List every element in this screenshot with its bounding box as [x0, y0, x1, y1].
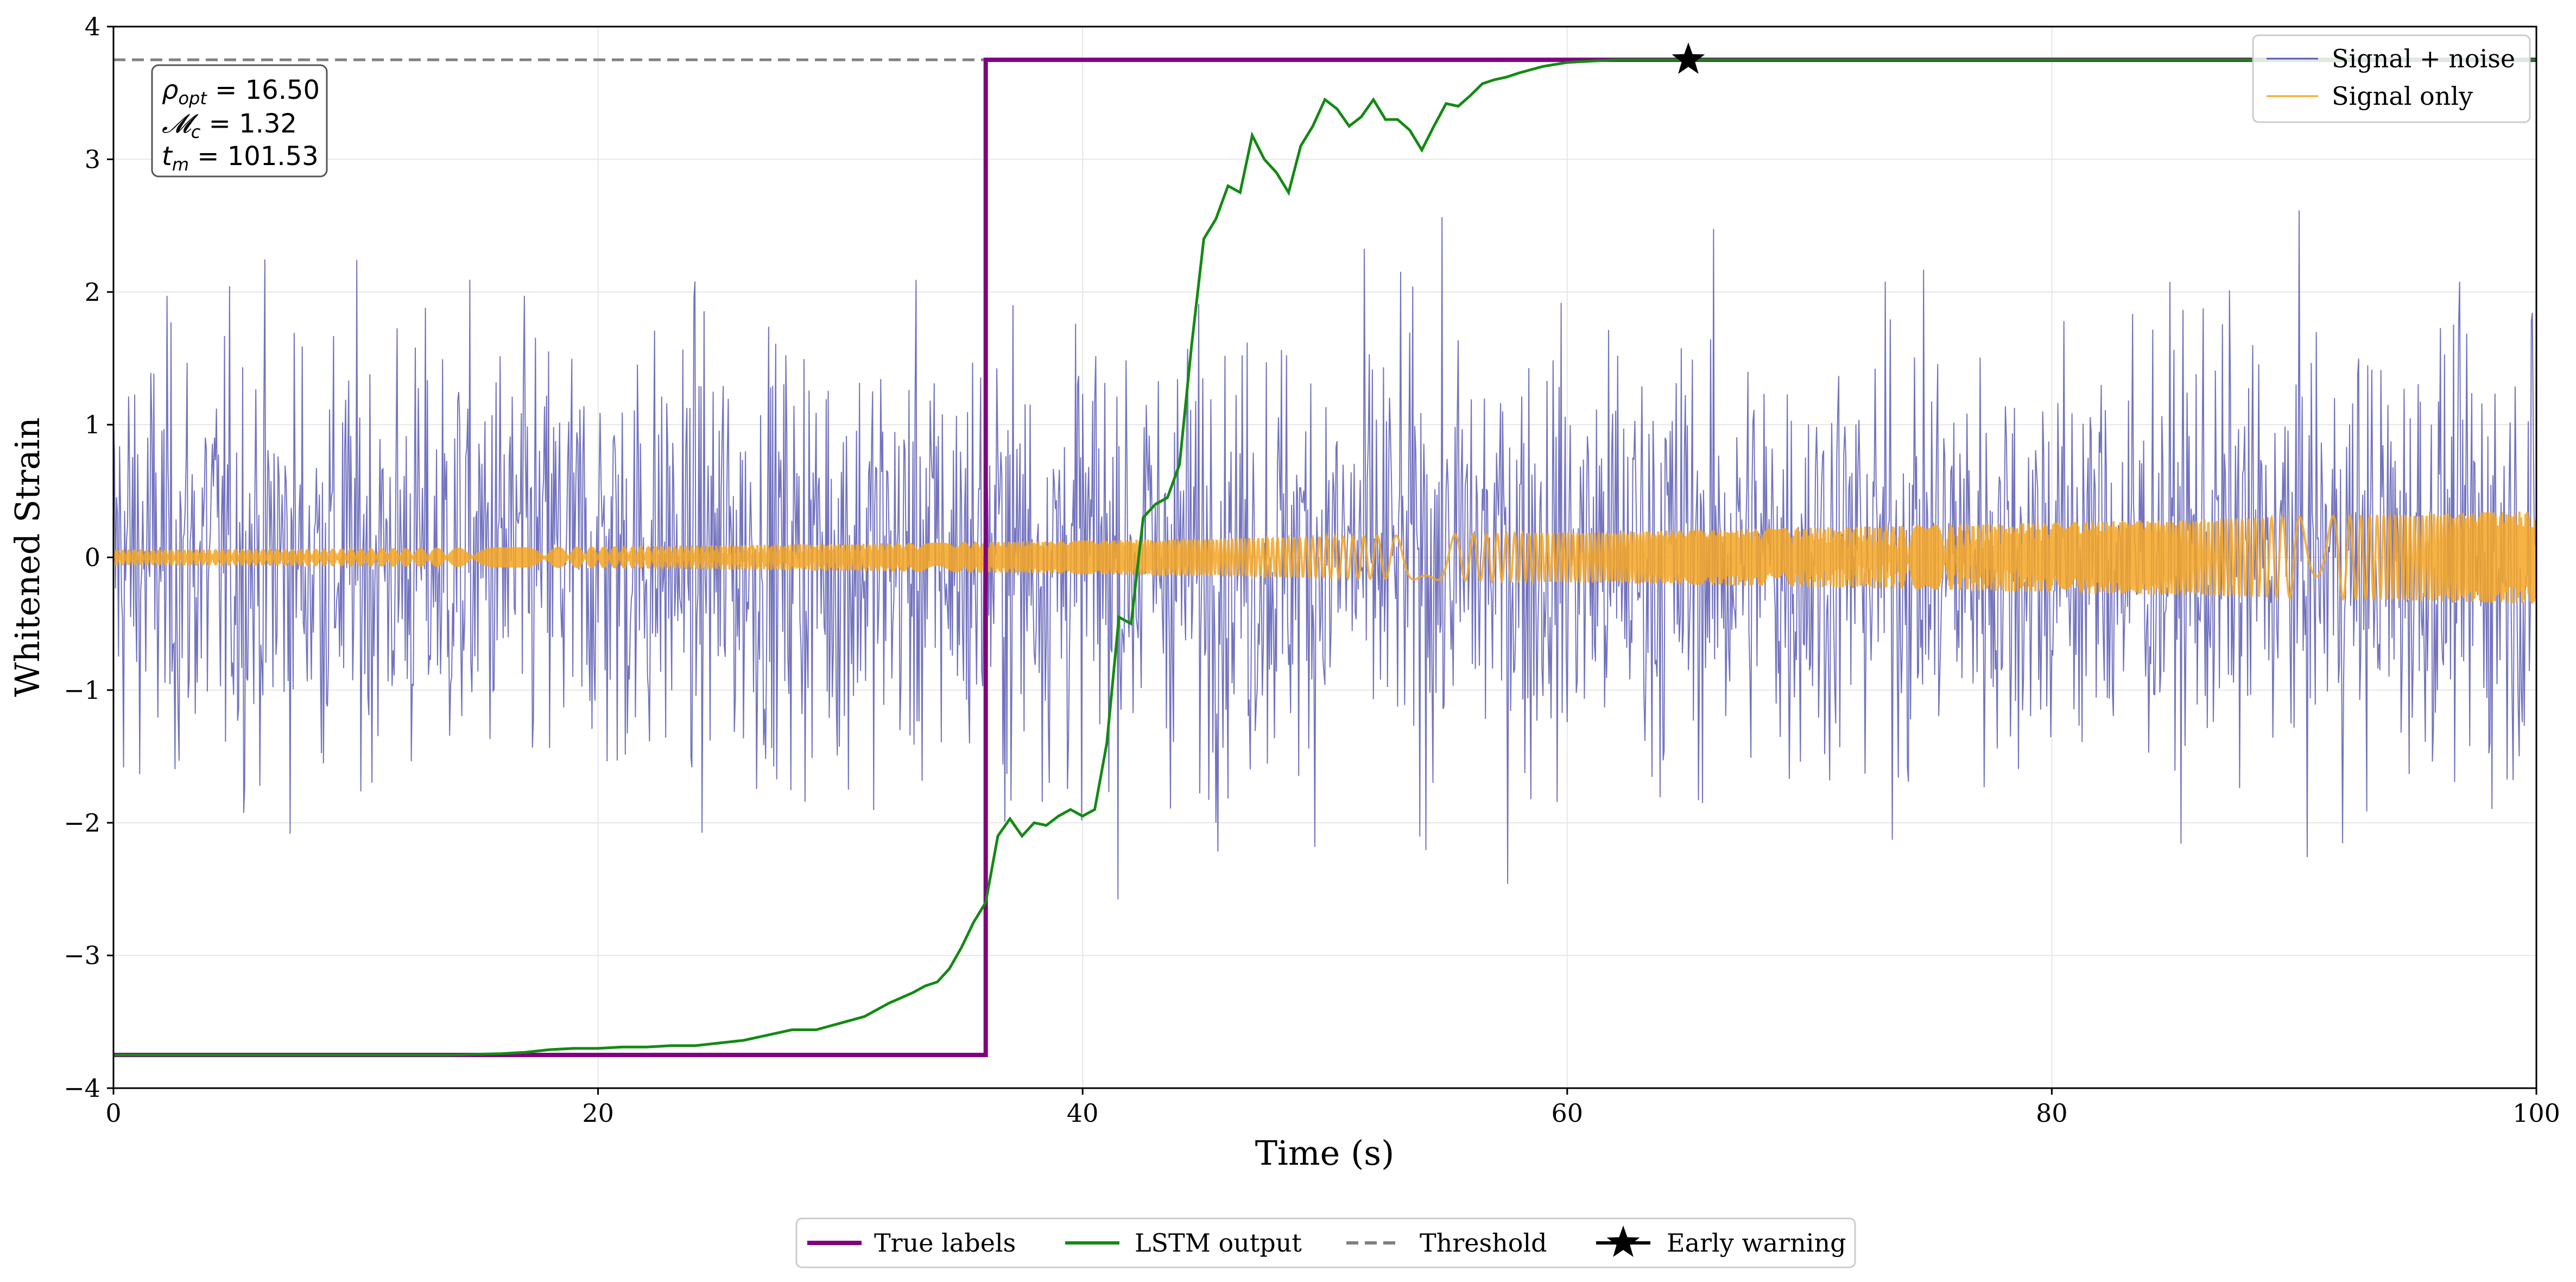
y-axis-title: Whitened Strain — [8, 418, 47, 697]
y-tick-label: 1 — [85, 410, 100, 439]
x-tick-label: 20 — [582, 1098, 614, 1128]
y-tick-label: −3 — [64, 941, 100, 970]
legend-lower: True labels LSTM output Threshold Early … — [795, 1217, 1856, 1268]
legend-upper: Signal + noise Signal only — [2252, 34, 2531, 123]
y-tick-label: −1 — [64, 675, 100, 705]
legend-label-true-labels: True labels — [874, 1228, 1016, 1258]
series-signal-only — [113, 511, 2536, 604]
y-tick-label: 0 — [85, 543, 100, 572]
y-tick-label: 4 — [85, 12, 100, 41]
series-lstm-output — [113, 58, 2536, 1057]
series-signal-noise — [113, 210, 2536, 900]
x-tick-label: 0 — [105, 1098, 121, 1128]
legend-lower-frame — [795, 1217, 1856, 1268]
x-tick-label: 100 — [2512, 1098, 2560, 1128]
y-tick-label: −2 — [64, 808, 100, 837]
legend-swatch-early-warning-star — [1606, 1226, 1640, 1257]
x-tick-label: 40 — [1067, 1098, 1099, 1128]
legend-label-signal-noise: Signal + noise — [2332, 44, 2515, 73]
y-tick-label: −4 — [64, 1073, 100, 1103]
legend-label-lstm-output: LSTM output — [1135, 1228, 1302, 1258]
x-axis-title: Time (s) — [1255, 1133, 1395, 1173]
annotation-line-chirp-mass: 𝓜c = 1.32 — [162, 109, 297, 142]
y-tick-label: 3 — [85, 144, 100, 174]
x-tick-label: 80 — [2036, 1098, 2068, 1128]
annotation-box — [151, 64, 328, 178]
y-tick-label: 2 — [85, 277, 100, 307]
parameter-annotation: ρopt = 16.50 𝓜c = 1.32 tm = 101.53 — [151, 64, 328, 178]
legend-upper-frame — [2252, 34, 2531, 123]
legend-label-threshold: Threshold — [1420, 1228, 1547, 1258]
axis-ticks: 0 20 40 60 80 100 −4 −3 −2 −1 0 1 2 3 4 — [64, 12, 2560, 1128]
plot-area — [113, 58, 2536, 1057]
legend-label-early-warning: Early warning — [1667, 1228, 1846, 1258]
annotation-line-merger-time: tm = 101.53 — [162, 141, 319, 175]
annotation-line-rho: ρopt = 16.50 — [162, 75, 320, 109]
legend-label-signal-only: Signal only — [2332, 81, 2473, 111]
early-warning-marker — [1672, 42, 1705, 74]
x-tick-label: 60 — [1552, 1098, 1584, 1128]
